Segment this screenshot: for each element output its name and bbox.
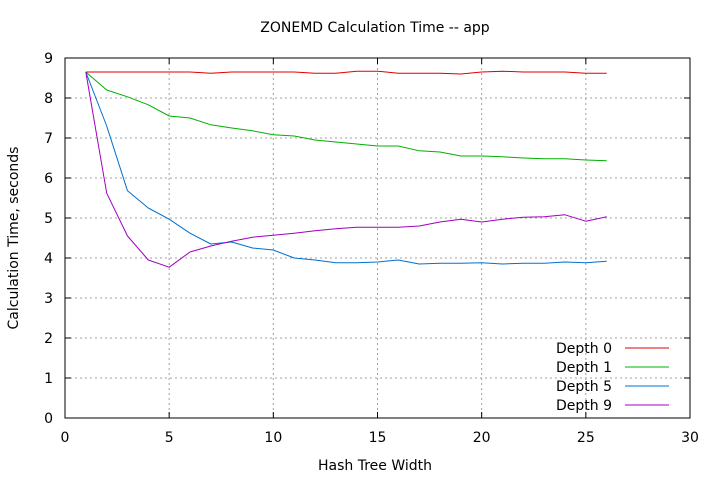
series-line-2 xyxy=(85,71,607,265)
y-tick-label: 5 xyxy=(44,211,53,227)
y-tick-label: 6 xyxy=(44,171,53,187)
legend-label: Depth 0 xyxy=(556,341,612,357)
x-tick-label: 5 xyxy=(165,430,174,446)
x-tick-label: 15 xyxy=(369,430,387,446)
x-tick-label: 25 xyxy=(577,430,595,446)
y-tick-label: 4 xyxy=(44,251,53,267)
y-tick-label: 3 xyxy=(44,291,53,307)
legend-label: Depth 1 xyxy=(556,360,612,376)
legend: Depth 0 Depth 1 Depth 5 Depth 9 xyxy=(556,341,669,414)
legend-label: Depth 9 xyxy=(556,398,612,414)
y-tick-label: 1 xyxy=(44,371,53,387)
y-tick-label: 0 xyxy=(44,411,53,427)
y-tick-label: 9 xyxy=(44,51,53,67)
x-tick-label: 20 xyxy=(473,430,491,446)
chart-title: ZONEMD Calculation Time -- app xyxy=(260,20,490,36)
series-line-3 xyxy=(85,71,607,268)
series-line-0 xyxy=(85,70,607,75)
legend-label: Depth 5 xyxy=(556,379,612,395)
y-tick-label: 8 xyxy=(44,91,53,107)
series-line-1 xyxy=(85,71,607,162)
x-tick-label: 0 xyxy=(61,430,70,446)
y-tick-label: 7 xyxy=(44,131,53,147)
plot-area: 0 1 2 3 4 5 6 7 8 9 0 5 10 15 20 25 30 xyxy=(44,51,699,446)
x-tick-label: 10 xyxy=(264,430,282,446)
y-tick-label: 2 xyxy=(44,331,53,347)
y-axis-label: Calculation Time, seconds xyxy=(6,147,22,330)
x-tick-label: 30 xyxy=(681,430,699,446)
x-axis-label: Hash Tree Width xyxy=(318,458,432,474)
